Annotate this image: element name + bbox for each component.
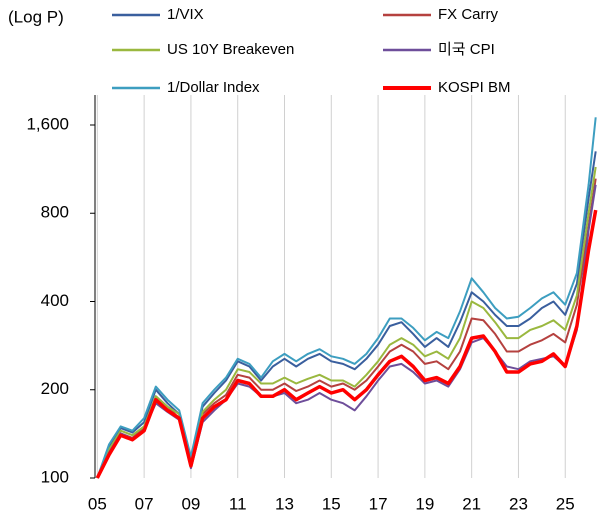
y-tick-label: 1,600 [26,114,69,133]
legend-label: 1/Dollar Index [167,79,260,96]
y-tick-label: 800 [41,203,69,222]
x-tick-label: 17 [369,494,388,513]
series-line [95,209,598,479]
x-tick-label: 13 [275,494,294,513]
series-line [96,184,597,479]
series-line [96,178,597,479]
x-tick-label: 25 [556,494,575,513]
y-tick-label: 400 [41,291,69,310]
legend-label: US 10Y Breakeven [167,41,294,58]
x-tick-label: 21 [462,494,481,513]
x-tick-label: 09 [181,494,200,513]
x-tick-label: 23 [509,494,528,513]
x-tick-label: 19 [415,494,434,513]
x-tick-label: 05 [88,494,107,513]
x-tick-label: 11 [229,494,247,513]
legend-label: 미국 CPI [438,41,495,58]
x-tick-label: 07 [135,494,154,513]
y-tick-label: 200 [41,379,69,398]
legend-label: 1/VIX [167,6,204,23]
y-axis-label: (Log P) [8,7,64,26]
legend-label: KOSPI BM [438,79,511,96]
legend-label: FX Carry [438,6,499,23]
x-tick-label: 15 [322,494,341,513]
series-line [96,166,597,479]
y-tick-label: 100 [41,467,69,486]
series-line [96,117,597,479]
